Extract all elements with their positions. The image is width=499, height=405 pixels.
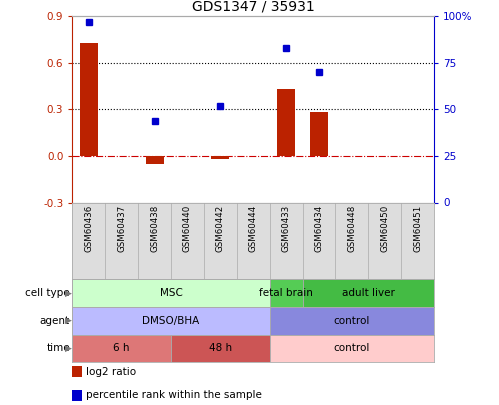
Text: ▶: ▶ [64,316,71,325]
Text: DMSO/BHA: DMSO/BHA [142,316,200,326]
Text: log2 ratio: log2 ratio [86,367,136,377]
Text: percentile rank within the sample: percentile rank within the sample [86,390,262,400]
Bar [302,279,434,307]
Text: ▶: ▶ [64,344,71,353]
Bar [277,89,295,156]
Title: GDS1347 / 35931: GDS1347 / 35931 [192,0,314,14]
Bar [72,279,269,307]
Text: ▶: ▶ [64,289,71,298]
Bar [146,156,164,164]
Text: control: control [334,316,370,326]
Text: agent: agent [40,316,70,326]
Text: MSC: MSC [160,288,183,298]
Text: GSM60451: GSM60451 [413,205,422,252]
Text: GSM60442: GSM60442 [216,205,225,252]
Bar [310,113,328,156]
Text: GSM60438: GSM60438 [150,205,159,252]
Bar [72,335,171,362]
Text: GSM60444: GSM60444 [249,205,258,252]
Text: GSM60433: GSM60433 [281,205,290,252]
Text: 6 h: 6 h [113,343,130,353]
Bar [80,43,98,156]
Text: control: control [334,343,370,353]
Bar [269,279,302,307]
Text: fetal brain: fetal brain [259,288,313,298]
Bar [269,335,434,362]
Text: adult liver: adult liver [342,288,395,298]
Text: GSM60436: GSM60436 [84,205,93,252]
Text: time: time [46,343,70,353]
Bar [72,307,269,335]
Text: GSM60434: GSM60434 [314,205,323,252]
Text: 48 h: 48 h [209,343,232,353]
Text: cell type: cell type [25,288,70,298]
Text: GSM60448: GSM60448 [347,205,356,252]
Text: GSM60440: GSM60440 [183,205,192,252]
Bar [211,156,230,159]
Bar [171,335,269,362]
Bar [269,307,434,335]
Text: GSM60450: GSM60450 [380,205,389,252]
Text: GSM60437: GSM60437 [117,205,126,252]
